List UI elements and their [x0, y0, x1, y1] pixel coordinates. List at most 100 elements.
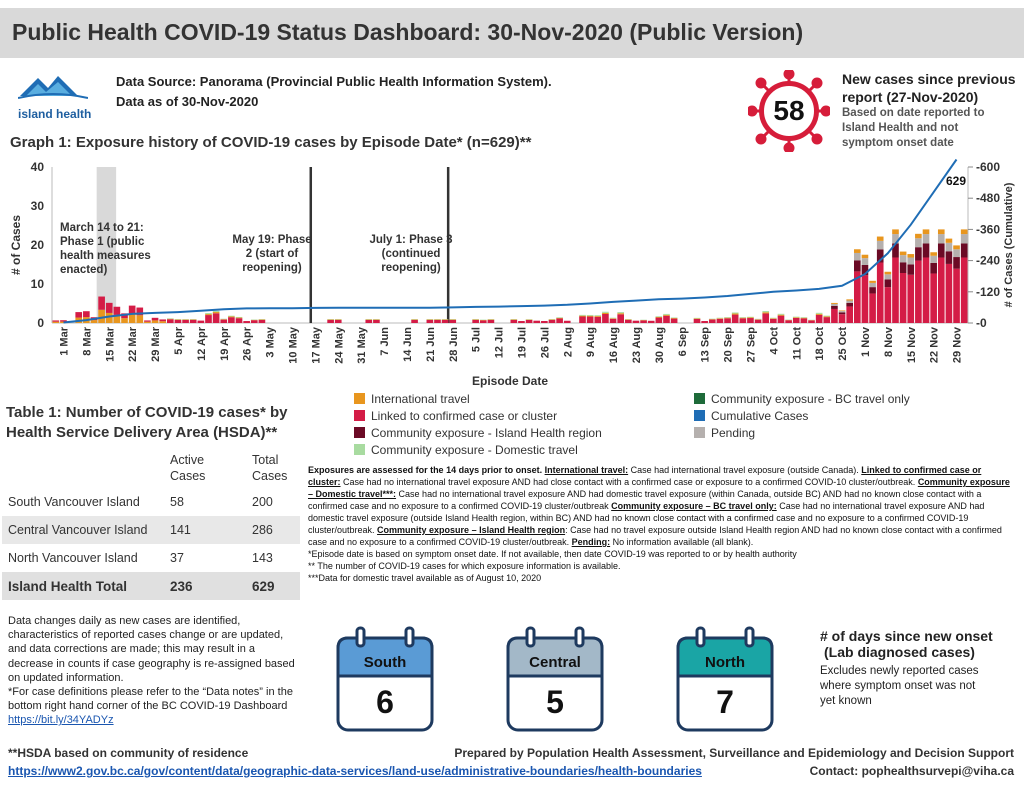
footnote: *Episode date is based on symptom onset …	[308, 549, 797, 559]
def-text: Case had no international travel exposur…	[308, 501, 985, 535]
case-bar	[586, 316, 594, 323]
x-tick-label: 1 Mar	[58, 326, 70, 355]
contact: Contact: pophealthsurvepi@viha.ca	[809, 764, 1014, 778]
case-bar	[823, 315, 831, 317]
case-bar	[365, 319, 373, 323]
case-bar	[884, 279, 892, 288]
new-cases-text: New cases since previous report (27-Nov-…	[842, 70, 1022, 151]
legend-label: Community exposure - Island Health regio…	[371, 425, 602, 440]
data-source: Data Source: Panorama (Provincial Public…	[116, 72, 552, 112]
y-tick-label: 0	[37, 316, 44, 330]
legend-swatch	[354, 444, 365, 455]
case-bar	[739, 317, 747, 318]
case-bar	[609, 318, 617, 319]
case-bar	[937, 234, 945, 244]
total-cases: 143	[252, 551, 273, 565]
legend-item: Community exposure - Domestic travel	[354, 441, 602, 458]
case-bar	[98, 309, 105, 323]
case-bar	[960, 229, 968, 235]
case-bar	[52, 321, 60, 323]
case-bar	[586, 314, 594, 316]
case-bar	[884, 287, 892, 323]
case-bar	[892, 234, 899, 244]
case-bar	[953, 257, 960, 269]
case-bar	[594, 316, 602, 317]
x-tick-label: 8 Mar	[81, 326, 93, 355]
def-text: Case had no international travel exposur…	[308, 489, 982, 511]
y-tick-label: 30	[31, 199, 45, 213]
case-bar	[533, 320, 541, 323]
case-bar	[831, 305, 838, 309]
legend-swatch	[354, 410, 365, 421]
legend-label: Pending	[711, 425, 756, 440]
notes-intro: Exposures are assessed for the 14 days p…	[308, 465, 545, 475]
case-bar	[220, 319, 228, 323]
data-as-of: Data as of 30-Nov-2020	[116, 94, 259, 109]
case-bar	[823, 316, 831, 318]
case-bar	[960, 243, 968, 258]
case-bar	[846, 300, 853, 303]
case-bar	[83, 311, 90, 318]
case-bar	[716, 318, 724, 319]
case-bar	[915, 260, 922, 323]
case-bar	[693, 318, 701, 319]
bc-dashboard-link[interactable]: https://bit.ly/34YADYz	[8, 714, 114, 727]
case-bar	[747, 316, 754, 318]
calendar-days-value: 6	[376, 684, 394, 720]
case-bar	[937, 243, 945, 258]
case-bar	[205, 313, 212, 315]
case-bar	[792, 317, 800, 318]
case-bar	[953, 245, 960, 250]
footnote: ***Data for domestic travel available as…	[308, 573, 542, 583]
case-bar	[716, 317, 724, 319]
case-bar	[128, 314, 136, 323]
case-bar	[235, 318, 243, 323]
case-bar	[846, 299, 853, 301]
case-bar	[151, 320, 159, 323]
case-bar	[617, 314, 624, 323]
y-tick-label: 10	[31, 277, 45, 291]
x-tick-label: 7 Jun	[379, 327, 391, 356]
case-bar	[808, 320, 815, 323]
chart-legend: International travel Linked to confirmed …	[354, 390, 1014, 460]
table-header-row: Active Cases Total Cases	[2, 452, 300, 488]
case-bar	[75, 312, 83, 318]
days-since-note-2: where symptom onset was not	[820, 680, 976, 692]
x-tick-label: 1 Nov	[860, 326, 872, 357]
x-tick-label: 12 Apr	[196, 326, 208, 361]
x-tick-label: 29 Mar	[150, 326, 162, 362]
graph-title: Graph 1: Exposure history of COVID-19 ca…	[10, 134, 532, 151]
case-bar	[915, 238, 922, 248]
x-tick-label: 23 Aug	[631, 327, 643, 363]
days-since-calendars: South 6 Central 5 North 7	[335, 626, 785, 736]
case-bar	[113, 306, 121, 315]
x-axis-title: Episode Date	[472, 374, 548, 388]
health-boundaries-link[interactable]: https://www2.gov.bc.ca/gov/content/data/…	[8, 764, 702, 778]
def-text: No information available (all blank).	[610, 537, 754, 547]
active-cases: 58	[170, 495, 184, 509]
x-tick-label: 5 Jul	[471, 327, 483, 352]
x-tick-label: 27 Sep	[745, 327, 757, 363]
days-since-note-3: yet known	[820, 695, 872, 707]
case-bar	[205, 315, 212, 323]
case-bar	[556, 318, 563, 323]
calendar-region-name: North	[705, 654, 745, 671]
table-row: Central Vancouver Island 141 286	[2, 516, 300, 544]
legend-swatch	[354, 427, 365, 438]
legend-label: Community exposure - BC travel only	[711, 391, 910, 406]
case-bar	[854, 271, 861, 323]
case-bar	[617, 312, 624, 314]
case-bar	[334, 319, 342, 323]
case-bar	[586, 315, 594, 317]
active-cases: 141	[164, 516, 246, 544]
case-bar	[594, 316, 602, 323]
legend-item: Community exposure - Island Health regio…	[354, 424, 602, 441]
case-bar	[434, 319, 441, 323]
case-bar	[892, 243, 899, 258]
case-bar	[579, 316, 586, 323]
x-tick-label: 19 Jul	[516, 327, 528, 358]
definitions-paragraph: Exposures are assessed for the 14 days p…	[308, 464, 1010, 548]
case-bar	[846, 306, 853, 323]
y-right-tick-label: -240	[976, 254, 1000, 268]
case-bar	[189, 319, 197, 323]
